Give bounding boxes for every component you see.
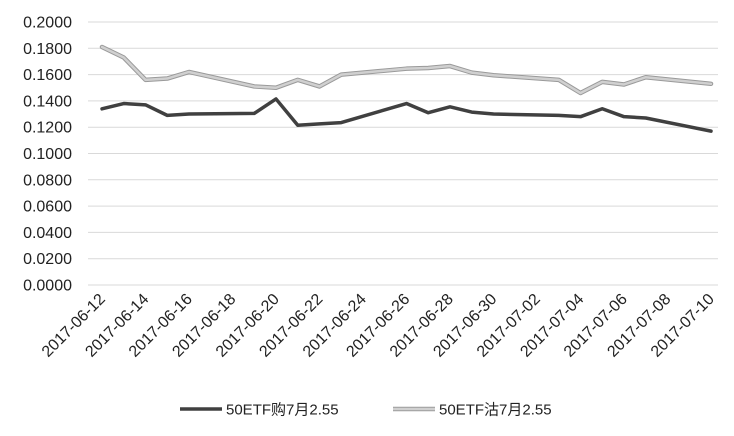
y-tick-label: 0.0400 — [23, 225, 72, 242]
y-tick-label: 0.1200 — [23, 120, 72, 137]
y-tick-label: 0.0200 — [23, 251, 72, 268]
series-2 — [99, 44, 714, 96]
series-1 — [100, 97, 713, 133]
y-tick-label: 0.1800 — [23, 41, 72, 58]
legend-item-2: 50ETF沽7月2.55 — [393, 402, 552, 419]
legend-label: 50ETF沽7月2.55 — [439, 402, 552, 419]
series-layer — [99, 44, 714, 133]
y-tick-label: 0.0000 — [23, 278, 72, 295]
y-tick-label: 0.0600 — [23, 199, 72, 216]
grid-layer — [88, 21, 718, 286]
series-line — [100, 97, 713, 133]
series-line — [100, 45, 713, 95]
series-line-outline — [99, 44, 714, 96]
legend: 50ETF购7月2.55 50ETF沽7月2.55 — [180, 402, 552, 419]
legend-item-1: 50ETF购7月2.55 — [180, 402, 339, 419]
y-tick-label: 0.1000 — [23, 146, 72, 163]
y-tick-label: 0.0800 — [23, 172, 72, 189]
y-tick-label: 0.1400 — [23, 93, 72, 110]
x-axis-ticks: 2017-06-122017-06-142017-06-162017-06-18… — [39, 291, 718, 361]
y-tick-label: 0.1600 — [23, 67, 72, 84]
y-axis-ticks: 0.0000 0.0200 0.0400 0.0600 0.0800 0.1000 0.12… — [23, 15, 72, 295]
y-tick-label: 0.2000 — [23, 15, 72, 32]
legend-label: 50ETF购7月2.55 — [226, 402, 339, 419]
